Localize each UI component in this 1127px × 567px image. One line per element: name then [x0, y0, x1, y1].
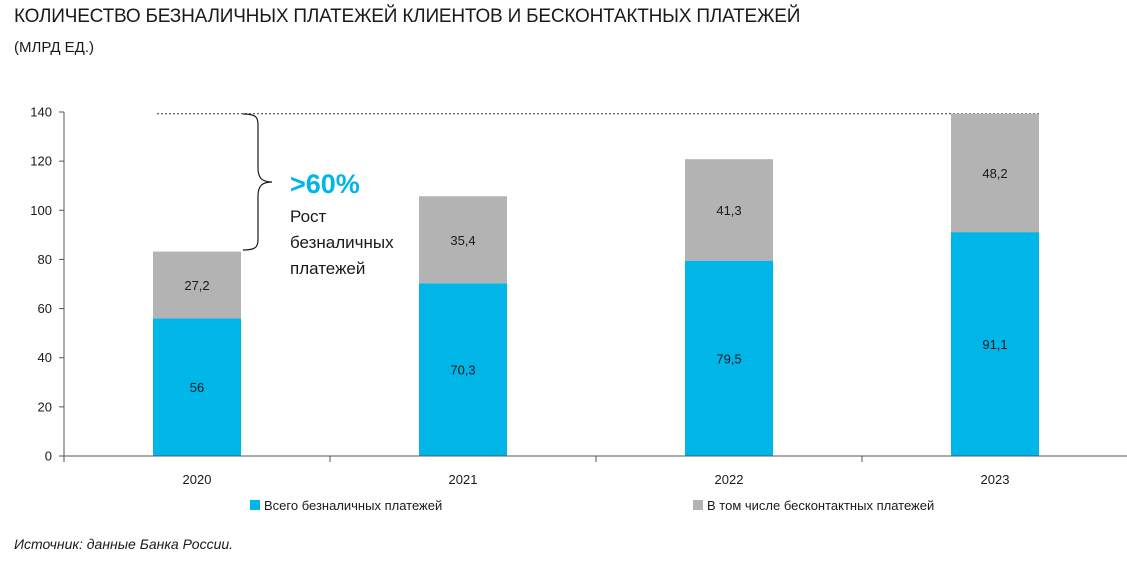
data-label-total-2023: 91,1	[982, 337, 1007, 352]
data-label-total-2022: 79,5	[716, 351, 741, 366]
legend-label-total: Всего безналичных платежей	[264, 498, 442, 513]
y-tick-label: 60	[38, 301, 52, 316]
bar-total-2021	[419, 283, 507, 456]
growth-percent: >60%	[290, 169, 360, 199]
x-tick-label: 2023	[981, 472, 1010, 487]
bar-contactless-2023	[951, 113, 1039, 233]
bar-total-2020	[153, 318, 241, 456]
x-tick-label: 2020	[183, 472, 212, 487]
growth-label-line-2: безналичных	[290, 233, 394, 252]
source-note: Источник: данные Банка России.	[14, 536, 234, 552]
data-label-contactless-2021: 35,4	[450, 233, 475, 248]
bar-total-2023	[951, 232, 1039, 456]
y-tick-label: 40	[38, 350, 52, 365]
x-tick-label: 2021	[449, 472, 478, 487]
legend-label-contactless: В том числе бесконтактных платежей	[707, 498, 934, 513]
chart-title: КОЛИЧЕСТВО БЕЗНАЛИЧНЫХ ПЛАТЕЖЕЙ КЛИЕНТОВ…	[14, 6, 801, 27]
y-tick-label: 80	[38, 252, 52, 267]
data-label-total-2021: 70,3	[450, 363, 475, 378]
chart-subtitle: (МЛРД ЕД.)	[14, 39, 94, 56]
legend-swatch-total	[250, 500, 260, 510]
data-label-contactless-2022: 41,3	[716, 203, 741, 218]
growth-label-line-3: платежей	[290, 259, 365, 278]
bar-contactless-2022	[685, 159, 773, 261]
y-tick-label: 120	[30, 154, 52, 169]
data-label-total-2020: 56	[190, 380, 204, 395]
y-tick-label: 0	[45, 449, 52, 464]
x-tick-label: 2022	[715, 472, 744, 487]
data-label-contactless-2023: 48,2	[982, 166, 1007, 181]
growth-brace	[242, 113, 273, 251]
y-tick-label: 100	[30, 203, 52, 218]
legend-swatch-contactless	[693, 500, 703, 510]
bar-contactless-2021	[419, 196, 507, 284]
bar-contactless-2020	[153, 251, 241, 319]
y-tick-label: 140	[30, 105, 52, 120]
growth-label-line-1: Рост	[290, 207, 327, 226]
bar-total-2022	[685, 260, 773, 456]
y-tick-label: 20	[38, 399, 52, 414]
data-label-contactless-2020: 27,2	[184, 278, 209, 293]
